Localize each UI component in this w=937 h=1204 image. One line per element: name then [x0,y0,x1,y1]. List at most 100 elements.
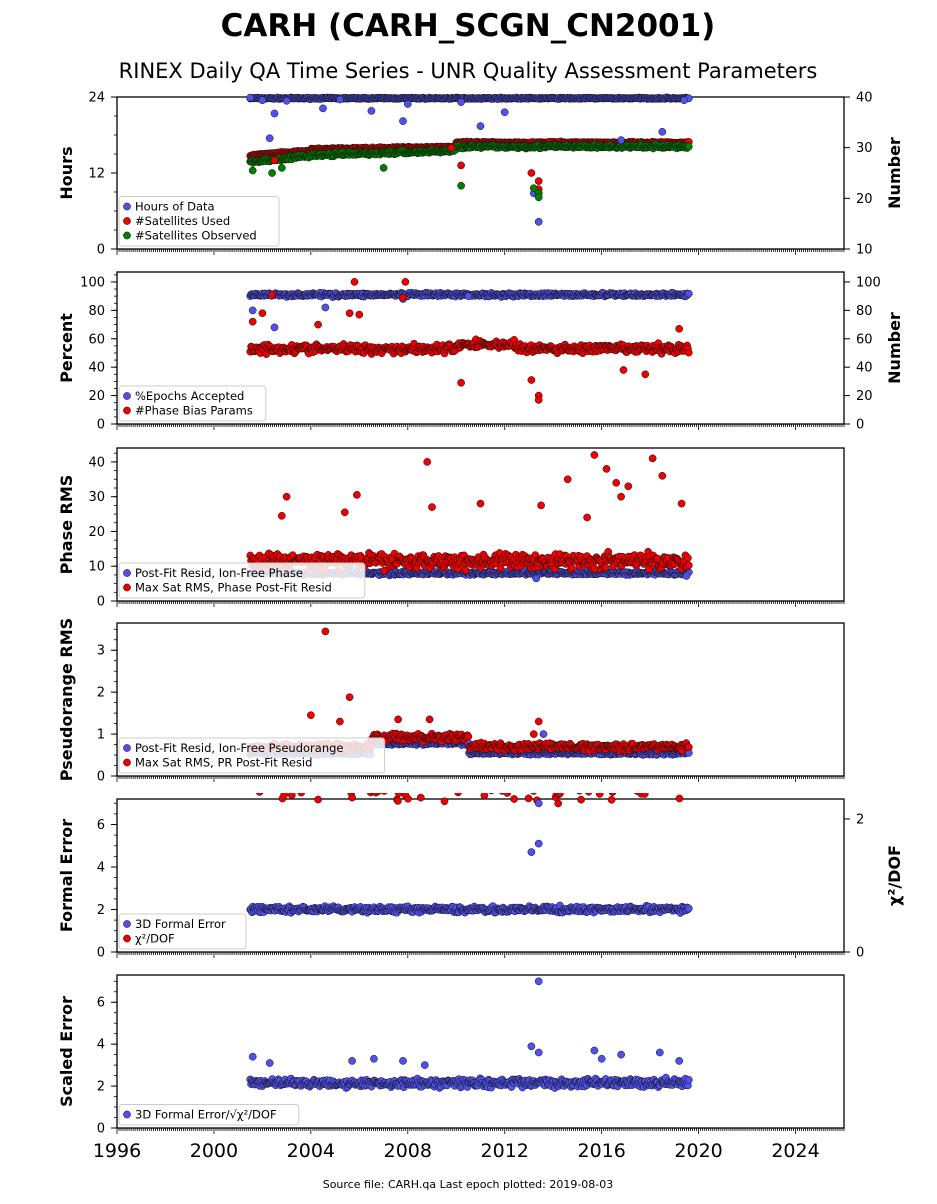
data-point [266,135,273,142]
legend-label: #Satellites Observed [135,229,257,243]
data-point [351,278,358,285]
y-tick-label: 20 [88,525,105,540]
data-point [618,493,625,500]
data-point [584,514,591,521]
y-tick-label: 60 [88,332,105,347]
legend-marker [123,584,130,591]
data-point [356,311,363,318]
legend-marker [123,392,130,399]
data-point [678,500,685,507]
y-axis-label: Phase RMS [57,475,76,575]
data-point [271,110,278,117]
legend-marker [123,232,130,239]
data-point [564,476,571,483]
y-tick-label: 0 [97,418,105,433]
data-point [259,310,266,317]
data-point [247,94,254,101]
y-tick-label: 0 [97,595,105,610]
data-point [269,169,276,176]
y-tick-label: 10 [88,560,105,575]
data-point [465,293,472,300]
data-point [269,291,276,298]
data-point [625,483,632,490]
legend-marker [123,569,130,576]
data-point [368,107,375,114]
y-tick-label: 100 [80,275,105,290]
y-right-tick-label: 20 [856,192,873,207]
data-point [591,451,598,458]
data-point [341,509,348,516]
y-axis-label: Percent [57,313,76,383]
source-footer: Source file: CARH.qa Last epoch plotted:… [323,1178,614,1191]
y-right-tick-label: 10 [856,243,873,258]
data-point [322,304,329,311]
data-point [649,455,656,462]
y-right-tick-label: 40 [856,361,873,376]
data-point [618,137,625,144]
data-point [249,167,256,174]
marker-green [685,143,692,150]
y-tick-label: 80 [88,304,105,319]
data-point [271,324,278,331]
legend-marker [123,407,130,414]
y-tick-label: 12 [88,167,105,182]
data-point [315,321,322,328]
marker-red [462,567,469,574]
y-right-tick-label: 20 [856,389,873,404]
data-point [259,97,266,104]
data-point [399,118,406,125]
figure-subtitle: RINEX Daily QA Time Series - UNR Quality… [119,59,818,83]
y-right-axis-label: Number [885,137,904,209]
y-tick-label: 24 [88,91,105,106]
marker-red [568,564,575,571]
marker-blue [685,290,692,297]
data-point [458,162,465,169]
y-right-axis-label: Number [885,312,904,384]
data-point [404,100,411,107]
legend-marker [123,203,130,210]
data-point [620,366,627,373]
legend-label: #Phase Bias Params [135,404,253,418]
data-point [535,194,542,201]
data-point [249,318,256,325]
data-point [528,376,535,383]
marker-red [602,564,609,571]
data-point [535,178,542,185]
y-right-tick-label: 80 [856,304,873,319]
data-point [533,575,540,582]
data-point [528,169,535,176]
y-right-tick-label: 100 [856,275,881,290]
data-point [659,472,666,479]
data-point [278,512,285,519]
y-tick-label: 40 [88,361,105,376]
y-tick-label: 20 [88,389,105,404]
marker-red [685,349,692,356]
data-point [676,325,683,332]
data-point [613,479,620,486]
data-point [535,218,542,225]
data-point [283,97,290,104]
y-right-tick-label: 0 [856,418,864,433]
data-point [353,491,360,498]
data-point [458,379,465,386]
legend-marker [123,217,130,224]
marker-red [685,562,692,569]
data-point [477,500,484,507]
data-point [249,307,256,314]
data-point [336,96,343,103]
legend-label: Hours of Data [135,200,215,214]
data-point [603,465,610,472]
legend-label: Post-Fit Resid, Ion-Free Phase [135,566,303,580]
y-right-tick-label: 30 [856,141,873,156]
data-point [535,396,542,403]
y-right-tick-label: 60 [856,332,873,347]
data-point [399,294,406,301]
data-point [458,182,465,189]
y-tick-label: 40 [88,455,105,470]
